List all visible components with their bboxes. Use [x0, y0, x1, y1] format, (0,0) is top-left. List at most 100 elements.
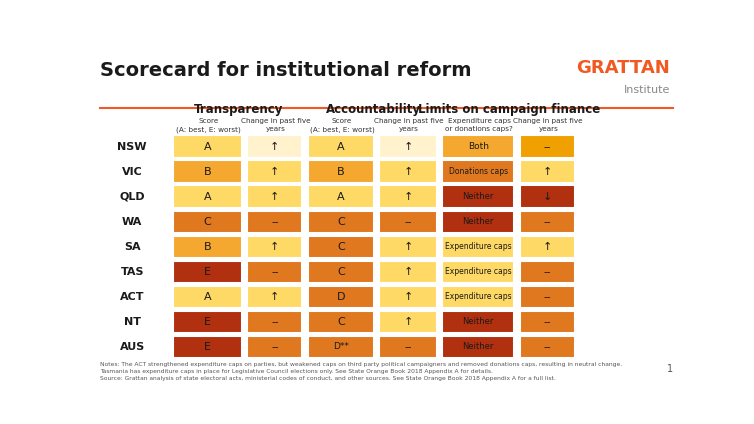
FancyBboxPatch shape [308, 261, 374, 283]
FancyBboxPatch shape [379, 160, 437, 183]
Text: --: -- [271, 267, 278, 277]
Text: ↑: ↑ [403, 142, 412, 152]
Text: ↑: ↑ [403, 267, 412, 277]
Text: D**: D** [333, 343, 349, 351]
FancyBboxPatch shape [379, 261, 437, 283]
Text: VIC: VIC [122, 167, 143, 177]
Text: 1: 1 [667, 364, 673, 374]
FancyBboxPatch shape [520, 185, 575, 208]
Text: Notes: The ACT strengthened expenditure caps on parties, but weakened caps on th: Notes: The ACT strengthened expenditure … [100, 362, 622, 381]
Text: GRATTAN: GRATTAN [576, 59, 670, 77]
Text: ↑: ↑ [403, 192, 412, 202]
Text: ↑: ↑ [542, 167, 552, 177]
Text: C: C [337, 217, 345, 227]
FancyBboxPatch shape [173, 261, 242, 283]
Text: --: -- [404, 342, 412, 352]
FancyBboxPatch shape [173, 135, 242, 158]
Text: E: E [204, 317, 211, 327]
Text: B: B [204, 167, 211, 177]
FancyBboxPatch shape [520, 236, 575, 258]
FancyBboxPatch shape [173, 311, 242, 333]
Text: AUS: AUS [120, 342, 145, 352]
Text: NT: NT [124, 317, 141, 327]
Text: ↑: ↑ [270, 292, 280, 302]
Text: Accountability: Accountability [326, 103, 421, 116]
Text: Neither: Neither [462, 343, 494, 351]
Text: ACT: ACT [120, 292, 145, 302]
FancyBboxPatch shape [520, 261, 575, 283]
FancyBboxPatch shape [308, 236, 374, 258]
Text: ↑: ↑ [270, 142, 280, 152]
FancyBboxPatch shape [173, 286, 242, 308]
Text: Transparency: Transparency [195, 103, 284, 116]
FancyBboxPatch shape [308, 311, 374, 333]
FancyBboxPatch shape [173, 336, 242, 358]
FancyBboxPatch shape [247, 211, 302, 233]
Text: Change in past five
years: Change in past five years [513, 118, 583, 132]
FancyBboxPatch shape [442, 286, 514, 308]
Text: Both: Both [467, 142, 489, 151]
FancyBboxPatch shape [308, 135, 374, 158]
Text: A: A [204, 292, 211, 302]
Text: ↑: ↑ [270, 242, 280, 252]
Text: E: E [204, 267, 211, 277]
Text: Score
(A: best, E: worst): Score (A: best, E: worst) [310, 118, 375, 133]
FancyBboxPatch shape [379, 185, 437, 208]
Text: B: B [204, 242, 211, 252]
Text: SA: SA [124, 242, 140, 252]
Text: --: -- [404, 217, 412, 227]
Text: Institute: Institute [624, 85, 670, 95]
Text: Expenditure caps: Expenditure caps [445, 292, 511, 301]
FancyBboxPatch shape [379, 311, 437, 333]
Text: --: -- [271, 217, 278, 227]
Text: Expenditure caps: Expenditure caps [445, 242, 511, 251]
FancyBboxPatch shape [379, 286, 437, 308]
Text: A: A [204, 142, 211, 152]
Text: C: C [337, 267, 345, 277]
FancyBboxPatch shape [308, 160, 374, 183]
FancyBboxPatch shape [379, 336, 437, 358]
Text: Limits on campaign finance: Limits on campaign finance [418, 103, 600, 116]
FancyBboxPatch shape [520, 336, 575, 358]
FancyBboxPatch shape [442, 311, 514, 333]
Text: ↑: ↑ [403, 292, 412, 302]
FancyBboxPatch shape [520, 211, 575, 233]
Text: Neither: Neither [462, 217, 494, 226]
Text: --: -- [544, 317, 551, 327]
Text: --: -- [271, 317, 278, 327]
Text: C: C [337, 242, 345, 252]
Text: Donations caps: Donations caps [449, 167, 507, 176]
FancyBboxPatch shape [520, 135, 575, 158]
FancyBboxPatch shape [379, 135, 437, 158]
FancyBboxPatch shape [442, 261, 514, 283]
FancyBboxPatch shape [173, 236, 242, 258]
Text: Change in past five
years: Change in past five years [375, 118, 444, 132]
Text: ↑: ↑ [542, 242, 552, 252]
Text: Scorecard for institutional reform: Scorecard for institutional reform [100, 61, 471, 80]
FancyBboxPatch shape [520, 311, 575, 333]
Text: ↑: ↑ [403, 242, 412, 252]
Text: A: A [337, 142, 345, 152]
FancyBboxPatch shape [247, 236, 302, 258]
FancyBboxPatch shape [247, 336, 302, 358]
FancyBboxPatch shape [247, 311, 302, 333]
Text: --: -- [544, 292, 551, 302]
Text: QLD: QLD [119, 192, 145, 202]
FancyBboxPatch shape [520, 160, 575, 183]
FancyBboxPatch shape [379, 236, 437, 258]
Text: E: E [204, 342, 211, 352]
Text: C: C [337, 317, 345, 327]
FancyBboxPatch shape [308, 336, 374, 358]
FancyBboxPatch shape [308, 185, 374, 208]
Text: NSW: NSW [118, 142, 147, 152]
FancyBboxPatch shape [442, 336, 514, 358]
FancyBboxPatch shape [442, 160, 514, 183]
Text: --: -- [544, 217, 551, 227]
FancyBboxPatch shape [442, 185, 514, 208]
FancyBboxPatch shape [173, 211, 242, 233]
Text: ↑: ↑ [403, 167, 412, 177]
Text: A: A [204, 192, 211, 202]
FancyBboxPatch shape [308, 211, 374, 233]
Text: Expenditure caps: Expenditure caps [445, 267, 511, 276]
Text: --: -- [544, 267, 551, 277]
